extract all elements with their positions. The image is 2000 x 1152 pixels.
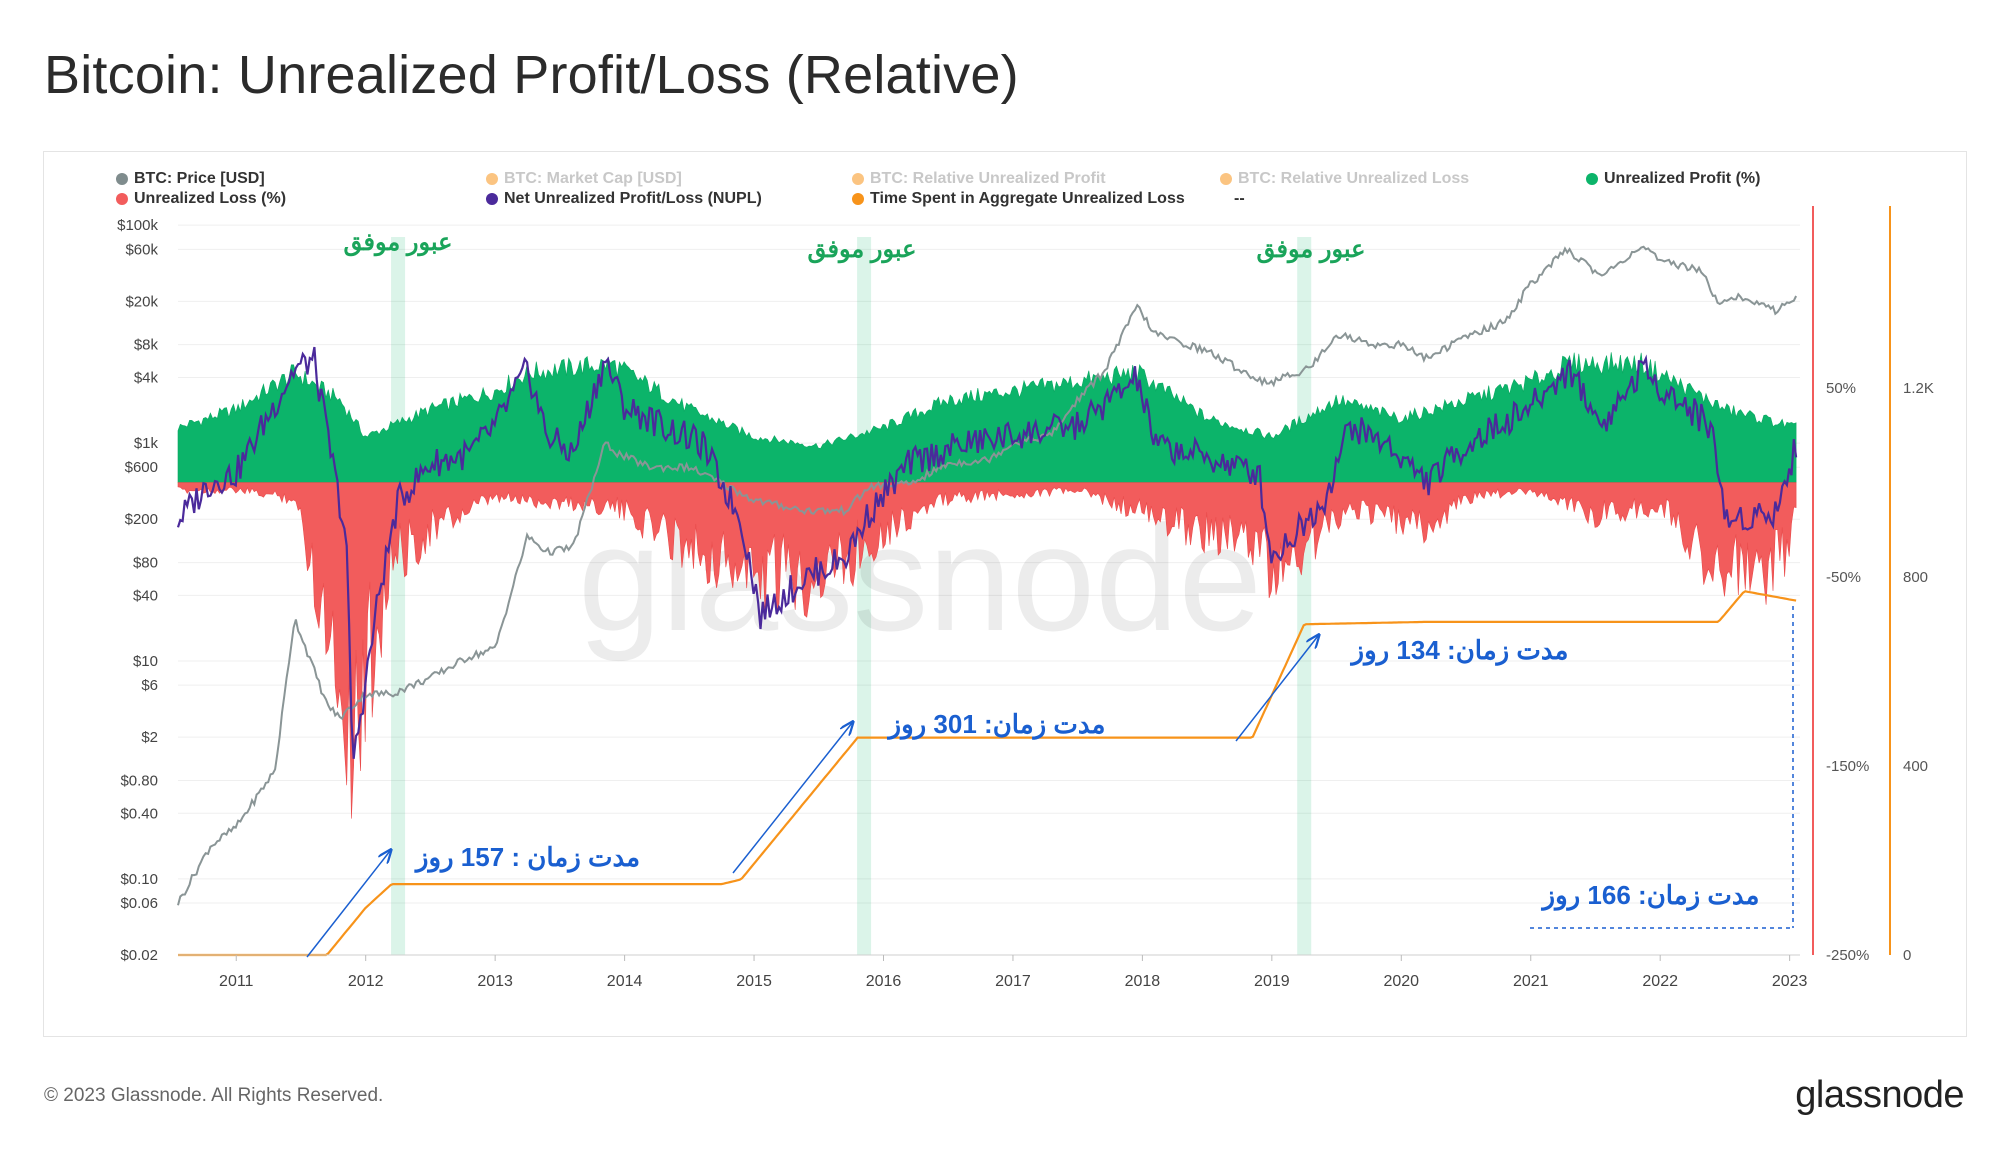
copyright: © 2023 Glassnode. All Rights Reserved. bbox=[44, 1085, 384, 1106]
y-tick-label: $80 bbox=[133, 555, 158, 572]
x-tick-label: 2017 bbox=[995, 973, 1031, 990]
highlight-band bbox=[1297, 237, 1312, 955]
pct-tick-label: -150% bbox=[1826, 758, 1869, 775]
chart-title: Bitcoin: Unrealized Profit/Loss (Relativ… bbox=[44, 45, 1019, 105]
pct-tick-label: -250% bbox=[1826, 947, 1869, 964]
legend-label: BTC: Relative Unrealized Profit bbox=[870, 170, 1106, 187]
nupl-line bbox=[176, 346, 1798, 759]
legend-label: Time Spent in Aggregate Unrealized Loss bbox=[870, 190, 1185, 207]
arrow-icon bbox=[1235, 636, 1318, 742]
days-tick-label: 0 bbox=[1903, 947, 1911, 964]
highlight-band bbox=[857, 237, 872, 955]
legend-item[interactable]: BTC: Market Cap [USD] bbox=[486, 170, 682, 188]
legend-label: Unrealized Loss (%) bbox=[134, 190, 287, 207]
legend-dot-icon bbox=[486, 193, 498, 205]
y-tick-label: $0.40 bbox=[120, 805, 158, 822]
legend-item[interactable]: BTC: Price [USD] bbox=[116, 170, 265, 188]
legend-dot-icon bbox=[116, 193, 128, 205]
days-tick-label: 800 bbox=[1903, 569, 1928, 586]
x-tick-label: 2013 bbox=[477, 973, 513, 990]
y-tick-label: $0.10 bbox=[120, 871, 158, 888]
time-in-loss-line bbox=[178, 590, 1797, 957]
legend-item[interactable]: Net Unrealized Profit/Loss (NUPL) bbox=[486, 190, 762, 208]
x-tick-label: 2014 bbox=[607, 973, 643, 990]
crossing-label: عبور موفق bbox=[344, 229, 453, 257]
x-tick-label: 2012 bbox=[348, 973, 384, 990]
x-tick-label: 2020 bbox=[1383, 973, 1419, 990]
legend-label: -- bbox=[1234, 190, 1245, 207]
legend-dot-icon bbox=[116, 173, 128, 185]
days-tick-label: 1.2K bbox=[1903, 380, 1934, 397]
legend-item[interactable]: BTC: Relative Unrealized Profit bbox=[852, 170, 1106, 188]
highlight-band bbox=[391, 237, 406, 955]
legend-item[interactable]: Time Spent in Aggregate Unrealized Loss bbox=[852, 190, 1185, 208]
legend-item[interactable]: Unrealized Profit (%) bbox=[1586, 170, 1760, 188]
y-tick-label: $1k bbox=[134, 435, 159, 452]
legend-dot-icon bbox=[852, 173, 864, 185]
y-tick-label: $2 bbox=[141, 729, 158, 746]
legend-item[interactable]: BTC: Relative Unrealized Loss bbox=[1220, 170, 1469, 188]
legend-dot-icon bbox=[486, 173, 498, 185]
y-tick-label: $100k bbox=[117, 217, 158, 234]
brand-logo: glassnode bbox=[1795, 1074, 1964, 1116]
legend-dot-icon bbox=[852, 193, 864, 205]
crossing-label: عبور موفق bbox=[1257, 236, 1366, 264]
arrow-icon bbox=[306, 851, 390, 958]
x-tick-label: 2023 bbox=[1772, 973, 1808, 990]
y-tick-label: $4k bbox=[134, 369, 159, 386]
y-tick-label: $200 bbox=[125, 511, 158, 528]
y-tick-label: $40 bbox=[133, 587, 158, 604]
x-tick-label: 2011 bbox=[219, 973, 254, 990]
duration-label: مدت زمان: 134 روز bbox=[1350, 635, 1569, 666]
crossing-label: عبور موفق bbox=[808, 236, 917, 264]
y-tick-label: $0.80 bbox=[120, 772, 158, 789]
y-tick-label: $600 bbox=[125, 459, 158, 476]
y-tick-label: $60k bbox=[125, 241, 158, 258]
y-tick-label: $6 bbox=[141, 677, 158, 694]
legend-dot-icon bbox=[1586, 173, 1598, 185]
y-tick-label: $20k bbox=[125, 293, 158, 310]
y-tick-label: $10 bbox=[133, 653, 158, 670]
legend-dot-icon bbox=[1220, 173, 1232, 185]
unrealized-profit-area bbox=[177, 352, 1797, 483]
duration-label: مدت زمان: 166 روز bbox=[1541, 880, 1760, 911]
legend: BTC: Price [USD] BTC: Market Cap [USD] B… bbox=[70, 166, 1930, 210]
pct-tick-label: 50% bbox=[1826, 380, 1856, 397]
duration-label: مدت زمان: 301 روز bbox=[887, 709, 1106, 740]
x-tick-label: 2019 bbox=[1254, 973, 1290, 990]
x-tick-label: 2016 bbox=[866, 973, 902, 990]
y-tick-label: $8k bbox=[134, 337, 159, 354]
y-tick-label: $0.06 bbox=[120, 895, 158, 912]
x-tick-label: 2018 bbox=[1125, 973, 1161, 990]
x-tick-label: 2015 bbox=[736, 973, 772, 990]
legend-item[interactable]: Unrealized Loss (%) bbox=[116, 190, 286, 208]
pct-tick-label: -50% bbox=[1826, 569, 1861, 586]
x-tick-label: 2022 bbox=[1642, 973, 1678, 990]
arrow-icon bbox=[732, 723, 852, 874]
days-tick-label: 400 bbox=[1903, 758, 1928, 775]
duration-label: مدت زمان : 157 روز bbox=[414, 842, 640, 873]
legend-label: BTC: Relative Unrealized Loss bbox=[1238, 170, 1470, 187]
legend-label: BTC: Price [USD] bbox=[134, 170, 265, 187]
legend-label: BTC: Market Cap [USD] bbox=[504, 170, 682, 187]
price-line bbox=[177, 245, 1797, 906]
legend-label: Unrealized Profit (%) bbox=[1604, 170, 1761, 187]
legend-label: Net Unrealized Profit/Loss (NUPL) bbox=[504, 190, 762, 207]
x-tick-label: 2021 bbox=[1513, 973, 1549, 990]
legend-item[interactable]: -- bbox=[1234, 190, 1245, 208]
y-tick-label: $0.02 bbox=[120, 947, 158, 964]
